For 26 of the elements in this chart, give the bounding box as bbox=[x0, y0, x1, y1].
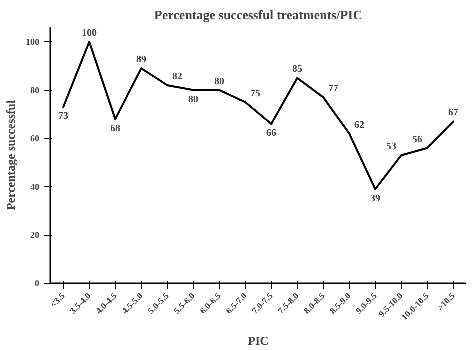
data-label: 89 bbox=[136, 54, 146, 66]
data-label: 75 bbox=[250, 88, 260, 100]
data-label: 100 bbox=[82, 28, 97, 39]
chart-title: Percentage successful treatments/PIC bbox=[154, 8, 363, 22]
x-tick-label: <3.5 bbox=[48, 290, 68, 310]
data-label: 39 bbox=[370, 193, 380, 204]
data-label: 67 bbox=[448, 108, 458, 119]
data-label: 82 bbox=[172, 71, 182, 82]
x-axis-title: PIC bbox=[248, 334, 269, 348]
y-tick-label: 80 bbox=[30, 85, 40, 96]
y-tick-label: 20 bbox=[30, 230, 40, 240]
y-tick-label: 100 bbox=[26, 36, 40, 47]
data-label: 53 bbox=[386, 142, 396, 152]
data-label: 85 bbox=[292, 64, 302, 76]
y-tick-label: 40 bbox=[30, 182, 40, 192]
data-label: 80 bbox=[188, 94, 198, 106]
data-label: 73 bbox=[58, 111, 68, 122]
data-label: 62 bbox=[354, 120, 364, 131]
y-tick-label: 60 bbox=[30, 134, 40, 144]
data-label: 77 bbox=[328, 84, 338, 95]
data-label: 80 bbox=[214, 76, 224, 88]
y-axis-title: Percentage successful bbox=[4, 100, 18, 211]
y-tick-label: 0 bbox=[35, 278, 40, 288]
data-label: 56 bbox=[412, 134, 422, 146]
data-label: 68 bbox=[110, 123, 120, 134]
data-label: 66 bbox=[266, 128, 276, 140]
